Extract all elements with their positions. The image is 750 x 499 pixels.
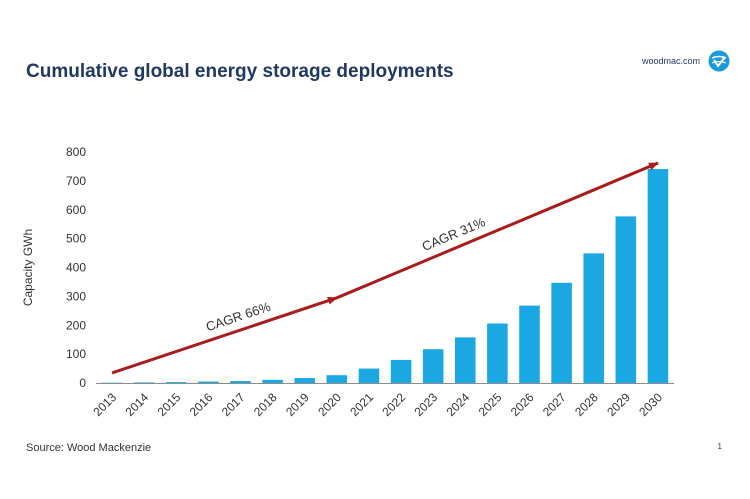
x-tick-label: 2013	[90, 390, 119, 419]
y-tick-label: 0	[79, 376, 86, 390]
x-tick-label: 2025	[476, 390, 505, 419]
x-tick-label: 2026	[508, 390, 537, 419]
x-tick-label: 2030	[636, 390, 665, 419]
x-tick-label: 2014	[123, 390, 152, 419]
x-tick-label: 2024	[444, 390, 473, 419]
bar	[615, 216, 637, 383]
x-tick-label: 2028	[572, 390, 601, 419]
y-tick-label: 400	[66, 261, 86, 275]
source-note: Source: Wood Mackenzie	[26, 442, 152, 454]
bar	[390, 359, 412, 383]
y-tick-label: 800	[66, 145, 86, 159]
bar	[487, 323, 508, 383]
bars	[101, 169, 669, 384]
bar	[583, 253, 604, 383]
x-tick-label: 2019	[283, 390, 312, 419]
bar	[519, 305, 540, 383]
y-tick-label: 200	[66, 318, 86, 332]
x-tick-label: 2029	[604, 390, 633, 419]
y-axis-label: Capacity GWh	[21, 229, 35, 306]
x-tick-label: 2021	[347, 390, 376, 419]
page-number: 1	[717, 442, 722, 451]
y-tick-label: 500	[66, 232, 86, 246]
bar	[551, 282, 572, 383]
y-tick-label: 100	[66, 347, 86, 361]
cagr-label: CAGR 66%	[204, 299, 273, 335]
brand: woodmac.com	[642, 50, 730, 72]
bar	[133, 382, 155, 384]
y-tick-label: 700	[66, 174, 86, 188]
annotations: CAGR 66%CAGR 31%	[111, 161, 659, 375]
bar	[647, 169, 669, 383]
x-tick-label: 2017	[219, 390, 248, 419]
bar	[294, 378, 315, 383]
page-title: Cumulative global energy storage deploym…	[26, 61, 454, 82]
bar	[262, 379, 283, 383]
x-tick-label: 2020	[315, 390, 344, 419]
bar	[166, 382, 187, 383]
x-tick-label: 2018	[251, 390, 280, 419]
x-tick-label: 2027	[540, 390, 569, 419]
bar	[358, 368, 380, 383]
x-tick-label: 2015	[155, 390, 184, 419]
y-axis-ticks: 0 100 200 300 400 500 600 700 800	[66, 145, 86, 390]
bar	[422, 349, 444, 383]
x-tick-label: 2022	[379, 390, 408, 419]
y-tick-label: 300	[66, 289, 86, 303]
x-tick-label: 2023	[412, 390, 441, 419]
x-tick-label: 2016	[187, 390, 216, 419]
bar	[326, 375, 348, 383]
x-axis-ticks: 2013 2014 2015 2016 2017 2018 2019 2020 2021 2022…	[90, 390, 665, 419]
woodmac-logo-icon	[708, 50, 730, 72]
brand-link[interactable]: woodmac.com	[641, 56, 700, 66]
bar	[198, 381, 219, 383]
bar	[455, 337, 476, 383]
y-tick-label: 600	[66, 203, 86, 217]
cagr-arrow	[111, 296, 338, 375]
cagr-arrow	[336, 161, 659, 300]
bar	[230, 380, 251, 383]
